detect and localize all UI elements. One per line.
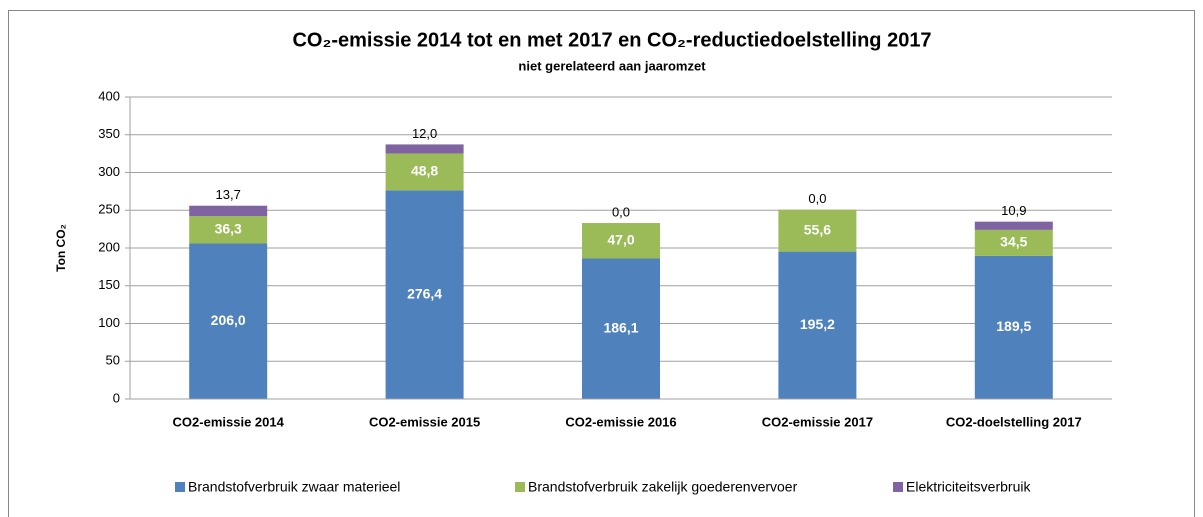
- bar-segment: [385, 144, 464, 154]
- legend-swatch: [175, 482, 185, 492]
- data-label: 55,6: [804, 221, 831, 237]
- bar-segment: [189, 216, 268, 244]
- y-tick-label: 100: [98, 315, 120, 330]
- data-label: 189,5: [996, 318, 1031, 334]
- bar-segment: [189, 243, 268, 399]
- legend-label: Elektriciteitsverbruik: [906, 479, 1031, 495]
- data-label: 36,3: [215, 220, 242, 236]
- x-tick-label: CO2-emissie 2014: [173, 414, 285, 429]
- data-label: 34,5: [1000, 234, 1027, 250]
- legend-swatch: [893, 482, 903, 492]
- bar-segment: [582, 223, 660, 259]
- data-label: 13,7: [216, 187, 241, 202]
- x-tick-label: CO2-emissie 2015: [369, 414, 480, 429]
- y-tick-label: 300: [98, 164, 120, 179]
- data-label: 0,0: [808, 191, 826, 206]
- chart-subtitle: niet gerelateerd aan jaaromzet: [518, 58, 706, 73]
- x-tick-label: CO2-emissie 2017: [762, 414, 873, 429]
- bar-segment: [974, 229, 1053, 256]
- data-label: 47,0: [607, 231, 634, 247]
- bar-segment: [778, 251, 857, 399]
- x-tick-label: CO2-emissie 2016: [565, 414, 676, 429]
- y-tick-label: 0: [113, 390, 120, 405]
- data-label: 10,9: [1001, 203, 1026, 218]
- y-tick-label: 400: [98, 88, 120, 103]
- legend-swatch: [515, 482, 525, 492]
- data-label: 0,0: [612, 204, 630, 219]
- y-tick-label: 250: [98, 202, 120, 217]
- data-label: 206,0: [211, 312, 246, 328]
- y-tick-label: 200: [98, 239, 120, 254]
- bar-segment: [385, 190, 464, 399]
- bar-segment: [189, 205, 268, 217]
- bar-segment: [974, 221, 1053, 230]
- data-label: 195,2: [800, 316, 835, 332]
- x-tick-label: CO2-doelstelling 2017: [946, 414, 1082, 429]
- chart-title: CO₂-emissie 2014 tot en met 2017 en CO₂-…: [292, 29, 931, 51]
- bar-segment: [385, 153, 464, 191]
- data-label: 276,4: [407, 285, 442, 301]
- y-tick-label: 50: [106, 353, 120, 368]
- legend-label: Brandstofverbruik zakelijk goederenvervo…: [528, 479, 798, 495]
- data-label: 48,8: [411, 163, 438, 179]
- bar-segment: [582, 258, 660, 399]
- bar-segment: [778, 209, 857, 252]
- data-label: 12,0: [412, 126, 437, 141]
- legend-label: Brandstofverbruik zwaar materieel: [188, 479, 400, 495]
- y-axis-label: Ton CO₂: [54, 224, 68, 272]
- bar-segment: [974, 255, 1053, 399]
- data-label: 186,1: [603, 319, 638, 335]
- y-tick-label: 350: [98, 126, 120, 141]
- y-tick-label: 150: [98, 277, 120, 292]
